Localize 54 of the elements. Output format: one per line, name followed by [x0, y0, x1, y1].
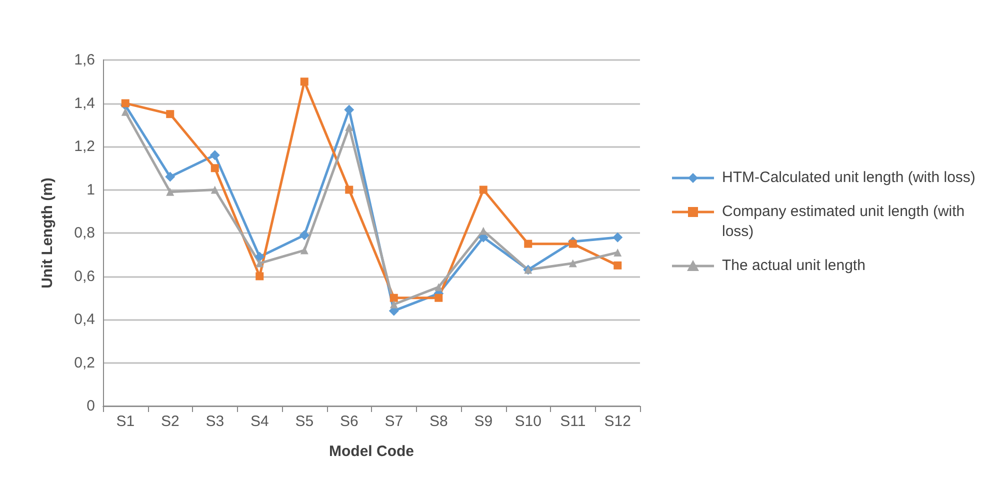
- point: [344, 104, 354, 115]
- point: [614, 261, 622, 270]
- point: [390, 300, 398, 308]
- y-axis-title: Unit Length (m): [39, 178, 56, 288]
- x-tick-label: S1: [116, 413, 135, 430]
- point: [434, 283, 443, 292]
- y-tick-label: 0: [86, 398, 95, 414]
- point: [614, 248, 622, 256]
- x-tick-label: S7: [384, 413, 404, 430]
- point: [612, 232, 623, 242]
- point: [568, 240, 577, 248]
- x-tick-label: S12: [604, 413, 631, 430]
- y-tick-label: 0,6: [74, 268, 95, 285]
- point: [256, 259, 264, 268]
- point: [210, 150, 220, 160]
- point: [568, 259, 577, 268]
- x-tick-label: S5: [295, 413, 314, 430]
- x-tick-label: S2: [160, 413, 180, 430]
- legend-label: HTM-Calculated unit length (with loss): [722, 168, 976, 188]
- y-tick-label: 1,4: [74, 94, 95, 112]
- point: [479, 186, 488, 194]
- x-tick-label: S10: [514, 413, 542, 430]
- x-axis-title: Model Code: [329, 443, 414, 460]
- point: [210, 164, 219, 172]
- x-tick-label: S6: [340, 413, 358, 430]
- point: [345, 186, 354, 194]
- point: [254, 252, 265, 262]
- point: [345, 123, 354, 132]
- point: [166, 110, 174, 118]
- point: [390, 294, 398, 302]
- point: [300, 78, 308, 86]
- x-tick-label: S4: [250, 413, 269, 430]
- legend-label: The actual unit length: [722, 256, 866, 276]
- y-tick-label: 0,2: [74, 354, 95, 372]
- x-tick-label: S11: [560, 413, 586, 430]
- point: [256, 272, 264, 280]
- y-tick-label: 0,8: [74, 224, 95, 242]
- y-tick-label: 1: [86, 181, 95, 198]
- point: [121, 108, 130, 116]
- x-tick-label: S3: [206, 413, 224, 430]
- point: [299, 230, 310, 240]
- point: [524, 240, 532, 248]
- x-tick-label: S9: [474, 413, 493, 430]
- point: [165, 172, 176, 182]
- y-tick-label: 0,4: [74, 311, 95, 328]
- point: [121, 99, 130, 108]
- x-tick-label: S8: [429, 413, 448, 430]
- y-tick-label: 1,6: [74, 52, 95, 68]
- legend-label: Company estimated unit length (with loss): [722, 202, 966, 242]
- point: [166, 188, 174, 196]
- point: [300, 246, 308, 254]
- point: [434, 294, 443, 302]
- y-tick-label: 1,2: [74, 138, 95, 155]
- point: [210, 186, 219, 194]
